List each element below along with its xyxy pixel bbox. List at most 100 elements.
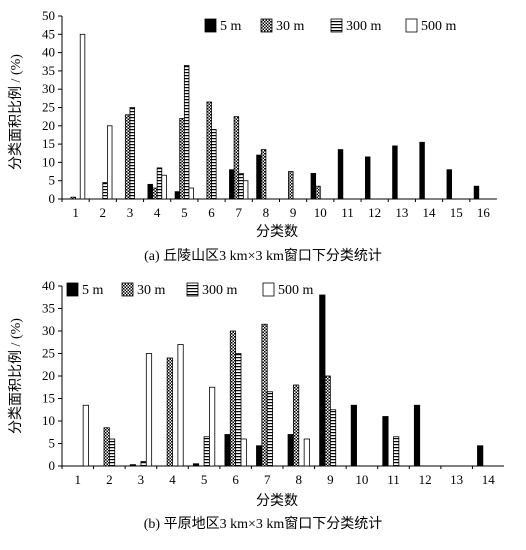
bar-5m-class-11 (337, 149, 344, 200)
bar-500m-class-2 (107, 125, 113, 200)
x-tick-label: 2 (106, 472, 113, 487)
legend-label: 5 m (220, 19, 242, 34)
bar-500m-class-7 (242, 180, 249, 200)
bar-300m-class-7 (238, 172, 244, 200)
bar-30m-class-8 (260, 149, 267, 200)
x-tick-label: 10 (314, 205, 327, 220)
bar-30m-class-2 (103, 427, 110, 467)
x-tick-label: 6 (208, 205, 215, 220)
y-tick-label: 5 (49, 173, 56, 188)
legend-swatch (66, 282, 79, 297)
legend: 5 m 30 m 300 m 500 m (204, 18, 457, 34)
bar-30m-class-7 (261, 323, 268, 467)
x-tick-label: 3 (127, 205, 134, 220)
bar-5m-class-3 (129, 464, 136, 467)
legend-swatch (260, 18, 273, 33)
legend-swatch (262, 282, 275, 297)
legend-swatch (204, 18, 217, 33)
y-axis-title: 分类面积比例 / (%) (8, 318, 24, 434)
bar-30m-class-10 (315, 185, 321, 200)
x-tick-label: 15 (450, 205, 463, 220)
legend-label: 30 m (137, 283, 166, 298)
bar-5m-class-5 (192, 463, 200, 467)
y-axis-title: 分类面积比例 / (%) (8, 54, 24, 170)
bar-500m-class-4 (161, 174, 167, 200)
bar-5m-class-11 (382, 416, 389, 467)
bar-500m-class-4 (177, 344, 184, 467)
bar-5m-class-6 (224, 434, 231, 467)
bar-30m-class-9 (288, 171, 294, 200)
x-tick-label: 4 (169, 472, 176, 487)
y-tick-label: 25 (42, 346, 55, 361)
x-tick-label: 1 (72, 205, 79, 220)
y-tick-label: 0 (49, 458, 56, 473)
x-tick-label: 4 (154, 205, 161, 220)
legend-swatch (330, 18, 343, 33)
y-tick-label: 35 (42, 301, 55, 316)
bar-5m-class-4 (147, 183, 153, 200)
bar-300m-class-9 (329, 409, 337, 467)
legend-label: 30 m (276, 19, 305, 34)
bar-30m-class-7 (233, 116, 240, 200)
x-tick-label: 7 (264, 472, 271, 487)
y-tick-label: 20 (42, 368, 55, 383)
y-tick-label: 40 (42, 45, 55, 60)
bar-5m-class-12 (365, 156, 371, 200)
x-tick-label: 11 (341, 205, 354, 220)
bar-500m-class-8 (303, 438, 310, 467)
bar-5m-class-9 (319, 294, 326, 467)
bar-30m-class-1 (70, 196, 76, 200)
x-tick-label: 14 (423, 205, 437, 220)
bar-300m-class-5 (183, 65, 190, 200)
axis-lines (61, 286, 504, 467)
legend-swatch (186, 282, 199, 297)
x-tick-label: 12 (368, 205, 381, 220)
y-tick-label: 10 (42, 154, 55, 169)
y-tick-label: 10 (42, 413, 55, 428)
bar-300m-class-6 (211, 129, 217, 200)
legend-label: 300 m (346, 19, 382, 34)
bar-300m-class-5 (203, 436, 210, 467)
y-tick-label: 45 (42, 26, 55, 41)
chart-caption: (a) 丘陵山区3 km×3 km窗口下分类统计 (144, 247, 382, 264)
bar-5m-class-10 (310, 172, 317, 200)
bar-30m-class-6 (229, 330, 237, 467)
x-tick-label: 8 (263, 205, 270, 220)
bar-5m-class-15 (446, 169, 452, 200)
bar-30m-class-8 (293, 384, 300, 467)
x-tick-label: 3 (138, 472, 145, 487)
bar-300m-class-2 (102, 182, 108, 200)
bar-300m-class-3 (140, 461, 147, 467)
y-tick-label: 35 (42, 63, 55, 78)
bar-5m-class-5 (174, 191, 181, 200)
x-tick-label: 9 (327, 472, 334, 487)
bar-30m-class-5 (179, 118, 185, 200)
legend-swatch (121, 282, 134, 297)
y-axis-label: 分类面积比例 / (%) (8, 318, 24, 434)
bar-30m-class-9 (324, 375, 331, 467)
bar-500m-class-5 (209, 386, 216, 467)
x-tick-label: 2 (100, 205, 107, 220)
bar-300m-class-6 (235, 353, 242, 467)
x-tick-label: 5 (201, 472, 208, 487)
y-axis-label: 分类面积比例 / (%) (8, 54, 24, 170)
y-tick-label: 15 (42, 136, 55, 151)
x-tick-label: 8 (296, 472, 303, 487)
bar-300m-class-7 (266, 391, 273, 467)
bar-5m-class-12 (413, 404, 421, 467)
legend-label: 500 m (421, 19, 457, 34)
x-tick-label: 14 (482, 472, 496, 487)
bar-5m-class-14 (419, 141, 425, 200)
bar-30m-class-3 (124, 114, 131, 200)
bar-500m-class-1 (82, 404, 89, 467)
legend-label: 500 m (278, 283, 314, 298)
bar-500m-class-3 (145, 353, 153, 467)
bar-5m-class-13 (392, 145, 398, 200)
x-axis-label: 分类数 (256, 493, 298, 509)
y-tick-label: 15 (42, 391, 55, 406)
bar-300m-class-11 (393, 436, 400, 467)
x-tick-label: 12 (419, 472, 432, 487)
legend-label: 300 m (202, 283, 238, 298)
bar-300m-class-4 (156, 167, 163, 200)
